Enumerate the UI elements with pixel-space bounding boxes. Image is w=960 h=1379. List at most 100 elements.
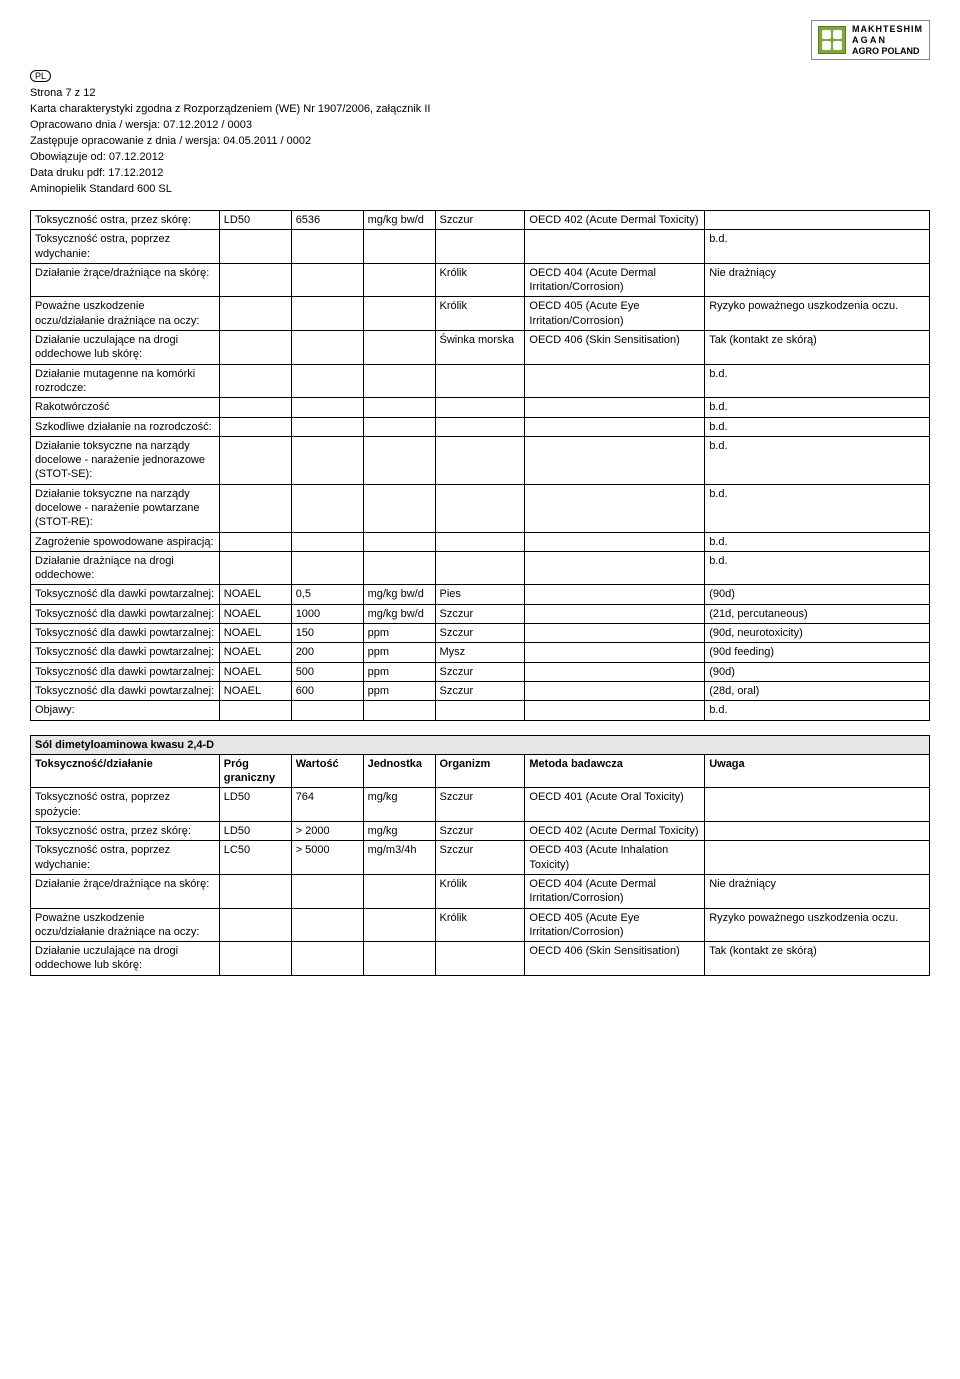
cell-val: [291, 364, 363, 398]
cell-val: 6536: [291, 210, 363, 229]
cell-param: Toksyczność dla dawki powtarzalnej:: [31, 624, 220, 643]
cell-param: Działanie toksyczne na narządy docelowe …: [31, 436, 220, 484]
cell-param: Toksyczność dla dawki powtarzalnej:: [31, 585, 220, 604]
prepared-line: Opracowano dnia / wersja: 07.12.2012 / 0…: [30, 118, 930, 134]
print-date-line: Data druku pdf: 17.12.2012: [30, 166, 930, 182]
logo-line2: A G A N: [852, 35, 923, 46]
cell-note: b.d.: [705, 230, 930, 264]
cell-unit: [363, 532, 435, 551]
cell-meth: [525, 436, 705, 484]
cell-note: b.d.: [705, 398, 930, 417]
table-row: Działanie żrące/drażniące na skórę:Króli…: [31, 263, 930, 297]
cell-unit: [363, 701, 435, 720]
cell-param: Toksyczność dla dawki powtarzalnej:: [31, 662, 220, 681]
cell-param: Działanie uczulające na drogi oddechowe …: [31, 331, 220, 365]
cell-meth: OECD 402 (Acute Dermal Toxicity): [525, 210, 705, 229]
cell-org: Szczur: [435, 662, 525, 681]
company-logo: MAKHTESHIM A G A N AGRO POLAND: [811, 20, 930, 60]
cell-org: Świnka morska: [435, 331, 525, 365]
cell-org: Królik: [435, 908, 525, 942]
cell-meth: [525, 551, 705, 585]
cell-val: [291, 908, 363, 942]
cell-param: Toksyczność ostra, przez skórę:: [31, 210, 220, 229]
cell-prog: LD50: [219, 788, 291, 822]
cell-val: 150: [291, 624, 363, 643]
cell-unit: [363, 942, 435, 976]
cell-org: [435, 532, 525, 551]
logo-line1: MAKHTESHIM: [852, 24, 923, 35]
cell-unit: [363, 908, 435, 942]
cell-note: b.d.: [705, 436, 930, 484]
cell-unit: [363, 331, 435, 365]
cell-val: [291, 701, 363, 720]
cell-meth: OECD 404 (Acute Dermal Irritation/Corros…: [525, 874, 705, 908]
cell-prog: NOAEL: [219, 585, 291, 604]
hdr-meth: Metoda badawcza: [525, 754, 705, 788]
logo-icon: [818, 26, 846, 54]
cell-org: Pies: [435, 585, 525, 604]
cell-meth: [525, 364, 705, 398]
table-row: Toksyczność dla dawki powtarzalnej:NOAEL…: [31, 585, 930, 604]
cell-val: [291, 417, 363, 436]
cell-param: Poważne uszkodzenie oczu/działanie drażn…: [31, 297, 220, 331]
table-row: Poważne uszkodzenie oczu/działanie drażn…: [31, 297, 930, 331]
cell-unit: mg/kg bw/d: [363, 585, 435, 604]
cell-prog: NOAEL: [219, 624, 291, 643]
cell-unit: [363, 551, 435, 585]
cell-org: Szczur: [435, 624, 525, 643]
cell-unit: [363, 417, 435, 436]
header-row: Toksyczność/działanie Próg graniczny War…: [31, 754, 930, 788]
product-line: Aminopielik Standard 600 SL: [30, 182, 930, 198]
cell-val: [291, 331, 363, 365]
cell-note: [705, 841, 930, 875]
cell-param: Toksyczność ostra, przez skórę:: [31, 822, 220, 841]
cell-val: [291, 484, 363, 532]
cell-meth: [525, 398, 705, 417]
table-row: Toksyczność dla dawki powtarzalnej:NOAEL…: [31, 681, 930, 700]
toxicity-table-2: Sól dimetyloaminowa kwasu 2,4-D Toksyczn…: [30, 735, 930, 976]
cell-unit: ppm: [363, 662, 435, 681]
cell-prog: [219, 331, 291, 365]
cell-param: Działanie uczulające na drogi oddechowe …: [31, 942, 220, 976]
cell-unit: mg/kg bw/d: [363, 604, 435, 623]
cell-val: [291, 942, 363, 976]
cell-org: Królik: [435, 874, 525, 908]
document-header: Strona 7 z 12 Karta charakterystyki zgod…: [30, 86, 930, 198]
cell-unit: [363, 263, 435, 297]
cell-val: [291, 263, 363, 297]
table-row: Toksyczność dla dawki powtarzalnej:NOAEL…: [31, 604, 930, 623]
cell-prog: LD50: [219, 210, 291, 229]
cell-prog: NOAEL: [219, 604, 291, 623]
table-row: Objawy:b.d.: [31, 701, 930, 720]
cell-param: Toksyczność ostra, poprzez spożycie:: [31, 788, 220, 822]
table-row: Zagrożenie spowodowane aspiracją:b.d.: [31, 532, 930, 551]
cell-param: Poważne uszkodzenie oczu/działanie drażn…: [31, 908, 220, 942]
cell-meth: OECD 406 (Skin Sensitisation): [525, 942, 705, 976]
cell-val: [291, 436, 363, 484]
cell-unit: mg/m3/4h: [363, 841, 435, 875]
cell-val: > 2000: [291, 822, 363, 841]
table-row: Poważne uszkodzenie oczu/działanie drażn…: [31, 908, 930, 942]
cell-val: [291, 874, 363, 908]
pl-badge: PL: [30, 70, 51, 82]
cell-val: 600: [291, 681, 363, 700]
cell-param: Działanie żrące/drażniące na skórę:: [31, 874, 220, 908]
cell-param: Objawy:: [31, 701, 220, 720]
cell-org: Szczur: [435, 841, 525, 875]
cell-org: [435, 398, 525, 417]
table-row: Toksyczność ostra, poprzez wdychanie:LC5…: [31, 841, 930, 875]
cell-prog: LC50: [219, 841, 291, 875]
title-line: Karta charakterystyki zgodna z Rozporząd…: [30, 102, 930, 118]
cell-note: (21d, percutaneous): [705, 604, 930, 623]
cell-prog: [219, 874, 291, 908]
cell-unit: ppm: [363, 624, 435, 643]
cell-org: Królik: [435, 263, 525, 297]
replaces-line: Zastępuje opracowanie z dnia / wersja: 0…: [30, 134, 930, 150]
logo-area: MAKHTESHIM A G A N AGRO POLAND: [30, 20, 930, 60]
cell-note: (90d feeding): [705, 643, 930, 662]
cell-meth: OECD 404 (Acute Dermal Irritation/Corros…: [525, 263, 705, 297]
cell-meth: [525, 484, 705, 532]
table-row: Działanie drażniące na drogi oddechowe:b…: [31, 551, 930, 585]
cell-org: Szczur: [435, 210, 525, 229]
hdr-param: Toksyczność/działanie: [31, 754, 220, 788]
